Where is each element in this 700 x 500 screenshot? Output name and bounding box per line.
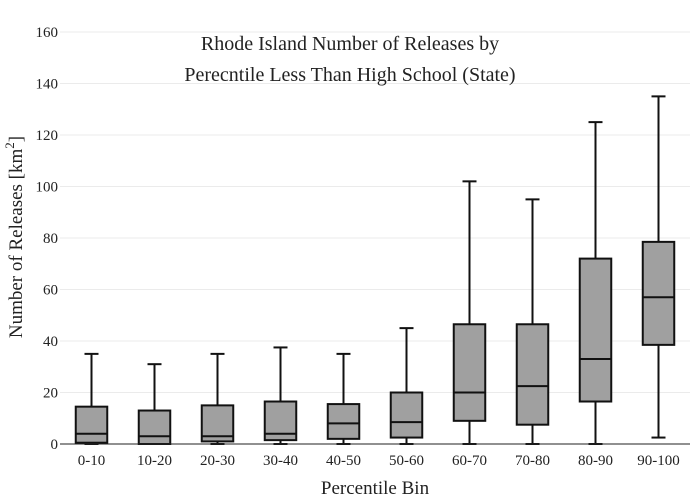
box-70-80 [515, 198, 550, 445]
y-axis-ticks: 0 20 40 60 80 100 120 140 160 [36, 25, 59, 453]
y-tick-label-140: 140 [36, 77, 59, 93]
box-60-70 [452, 180, 487, 445]
y-tick-label-40: 40 [43, 334, 58, 350]
x-tick-label-80-90: 80-90 [578, 453, 613, 469]
x-tick-label-50-60: 50-60 [389, 453, 424, 469]
box-20-30 [200, 352, 235, 445]
y-axis-title: Number of Releases [km2] [2, 136, 27, 338]
box-40-50 [326, 352, 361, 445]
iqr-box-40-50 [326, 403, 361, 440]
y-tick-label-100: 100 [36, 180, 59, 196]
x-tick-label-20-30: 20-30 [200, 453, 235, 469]
iqr-box-70-80 [515, 323, 550, 426]
x-tick-label-40-50: 40-50 [326, 453, 361, 469]
grid-lines [60, 31, 690, 393]
iqr-box-10-20 [137, 409, 172, 445]
iqr-box-90-100 [641, 240, 676, 346]
box-80-90 [578, 121, 613, 445]
iqr-box-60-70 [452, 323, 487, 422]
box-0-10 [74, 352, 109, 445]
box-50-60 [389, 327, 424, 445]
y-tick-label-0: 0 [51, 437, 59, 453]
iqr-box-0-10 [74, 405, 109, 444]
y-tick-label-160: 160 [36, 25, 59, 41]
box-90-100 [641, 95, 676, 439]
x-tick-label-30-40: 30-40 [263, 453, 298, 469]
x-tick-label-10-20: 10-20 [137, 453, 172, 469]
x-tick-label-60-70: 60-70 [452, 453, 487, 469]
y-tick-label-20: 20 [43, 386, 58, 402]
box-30-40 [263, 346, 298, 445]
x-tick-label-90-100: 90-100 [637, 453, 680, 469]
iqr-box-50-60 [389, 391, 424, 439]
y-tick-label-60: 60 [43, 283, 58, 299]
box-10-20 [137, 363, 172, 445]
x-axis-title: Percentile Bin [321, 478, 430, 499]
y-tick-label-120: 120 [36, 128, 59, 144]
iqr-box-80-90 [578, 257, 613, 403]
chart-title-line-1: Rhode Island Number of Releases by [201, 33, 499, 55]
x-tick-label-0-10: 0-10 [78, 453, 106, 469]
y-axis-title-end: ] [6, 136, 27, 142]
y-tick-label-80: 80 [43, 231, 58, 247]
x-axis-ticks: 0-10 10-20 20-30 30-40 40-50 50-60 60-70 70-80 8… [78, 453, 680, 469]
box-series [74, 95, 676, 445]
y-axis-title-main: Number of Releases [km [6, 148, 27, 338]
y-axis-title-superscript: 2 [2, 142, 17, 149]
chart-title-line-2: Perecntile Less Than High School (State) [184, 64, 515, 86]
x-tick-label-70-80: 70-80 [515, 453, 550, 469]
